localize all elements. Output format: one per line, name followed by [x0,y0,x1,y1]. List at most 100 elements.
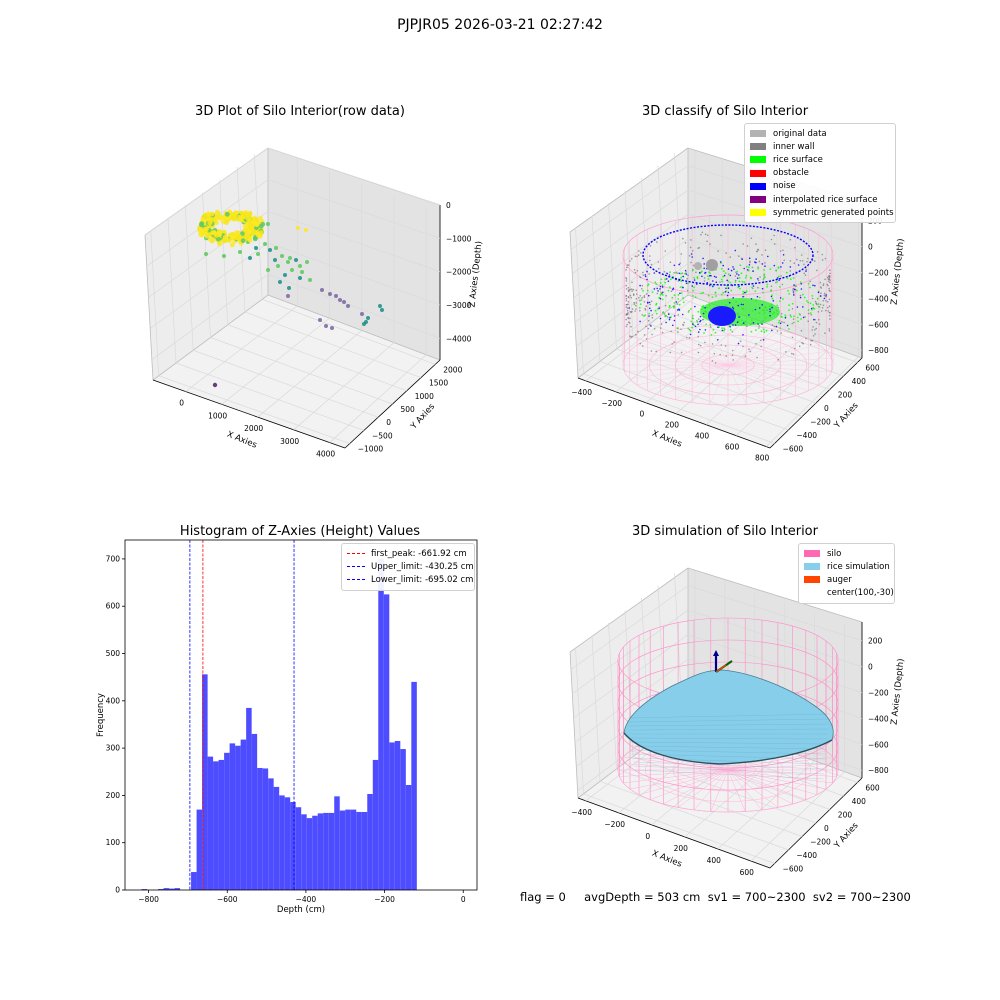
p2-inner-wall-point [701,231,704,234]
p1-scatter-point [257,231,263,237]
p2-silo-spoke [675,364,729,400]
p2-inner-wall-point [828,278,830,280]
p2-inner-wall-point [625,294,627,297]
p2-rice-surface-point [734,281,737,283]
p2-rice-surface-point [781,316,783,318]
panel4-legend-entry: silo [804,547,889,560]
p2-silo-spoke [647,339,729,366]
p2-rice-surface-point [745,291,747,294]
p2-inner-wall-point [677,331,679,333]
p2-inner-wall-point [639,299,641,302]
p2-inner-wall-point [669,351,672,354]
p2-rice-surface-point [800,281,802,283]
p4-silo-spoke [727,769,763,811]
p1-scatter-point [237,234,242,239]
p2-inner-wall-point [827,306,829,309]
p2-inner-wall-point [663,270,666,273]
p2-rice-surface-point [776,281,779,283]
legend-swatch [750,143,766,151]
p2-noise-point [814,284,816,287]
p2-silo-spoke [727,364,781,400]
p2-inner-wall-point [796,258,798,261]
p2-inner-wall-point [643,301,646,303]
p2-inner-wall-point [642,271,644,274]
p1-scatter-point [222,234,228,240]
p2-rice-surface-point [718,287,720,290]
p1-scatter-point [240,231,245,237]
p2-inner-wall-point [626,303,628,306]
p4-zgrid [687,682,863,745]
p1-scatter-point [230,212,236,218]
p3-y-tick-label: 400 [106,696,121,705]
p2-ygrid [665,311,844,377]
p2-inner-wall-point [656,292,659,295]
p2-inner-wall-point [638,250,640,252]
p2-noise-point [732,324,734,326]
p2-rice-surface-point [807,309,810,311]
p2-inner-wall-point [799,313,801,316]
p1-scatter-point [254,228,259,234]
p2-y-axis-line [769,357,863,449]
p2-inner-wall-point [811,259,814,262]
p2-rice-surface-point [667,289,670,292]
p2-rice-surface-point [702,316,705,318]
p1-scatter-point [204,252,208,256]
p2-noise-point [778,279,780,282]
p2-inner-wall-point [792,318,795,320]
p4-silo-floor-ring [645,738,811,802]
p4-rice-mesh-line [633,761,825,770]
p1-scatter-point [251,219,257,225]
p2-rice-surface-point [713,266,716,269]
p4-y-tick-label: 200 [838,811,853,820]
p2-noise-point [740,303,743,306]
p2-rice-surface-point [691,295,694,297]
p2-noise-point [706,281,709,284]
p2-noise-point [793,288,796,291]
p2-inner-wall-point [731,349,734,352]
p2-noise-point [659,317,662,320]
p1-scatter-point [220,233,226,239]
p2-inner-wall-point [775,281,777,284]
p2-rice-surface-point [668,304,671,307]
p4-silo-floor-ring [700,759,756,781]
p1-scatter-point [199,228,205,234]
p4-y-tick-label: 400 [852,797,867,806]
p2-noise-point [679,292,681,295]
p4-ygrid-v [641,598,650,745]
p2-noise-point [690,253,693,255]
p2-inner-wall-point [625,318,627,321]
p1-scatter-point [240,229,246,235]
p1-scatter-point [234,210,240,216]
p1-scatter-point [218,231,224,237]
p2-inner-wall-point [775,269,777,272]
p2-inner-wall-point [823,294,826,297]
p2-rice-surface-point [742,290,745,293]
p3-x-tick-label: −600 [217,895,238,904]
p2-inner-wall-point [828,276,831,279]
p2-inner-wall-point [627,286,630,289]
p1-scatter-point [380,308,384,312]
p1-scatter-point [237,238,243,244]
p2-rice-surface-point [696,276,699,278]
p2-rice-surface-point [727,280,730,283]
p2-inner-wall-point [782,249,784,252]
p2-rice-surface-point [692,317,694,320]
p1-scatter-point [245,220,251,226]
p2-rice-surface-point [702,291,704,294]
p2-rice-surface-point [791,322,794,325]
p1-scatter-point [199,229,204,235]
p2-rice-surface-point [721,323,724,326]
p2-noise-point [692,323,694,326]
p1-scatter-point [237,212,242,218]
p2-noise-point [668,313,670,315]
p1-zgrid [267,179,441,239]
p2-noise-point [752,322,755,324]
p4-xgrid [750,771,845,862]
p2-ygrid-v [657,165,667,312]
p1-scatter-point [238,215,244,221]
p2-rice-surface-point [736,270,739,273]
p4-rice-edge [623,732,833,765]
p2-rice-surface-point [730,289,733,292]
p2-inner-wall-point [644,307,646,310]
p4-y-axis-line [769,777,863,869]
